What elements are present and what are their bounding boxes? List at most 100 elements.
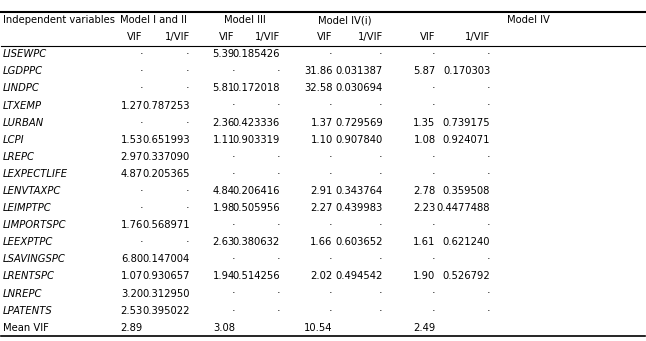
Text: ·: · — [140, 66, 143, 76]
Text: 0.172018: 0.172018 — [233, 84, 280, 93]
Text: ·: · — [486, 49, 490, 59]
Text: 0.907840: 0.907840 — [335, 135, 383, 145]
Text: 0.312950: 0.312950 — [142, 288, 190, 298]
Text: 0.439983: 0.439983 — [335, 203, 383, 213]
Text: ·: · — [276, 66, 280, 76]
Text: ·: · — [140, 186, 143, 196]
Text: 1.07: 1.07 — [121, 271, 143, 281]
Text: LURBAN: LURBAN — [3, 118, 44, 128]
Text: 0.903319: 0.903319 — [233, 135, 280, 145]
Text: ·: · — [432, 254, 435, 264]
Text: ·: · — [486, 306, 490, 315]
Text: ·: · — [140, 49, 143, 59]
Text: LREPC: LREPC — [3, 152, 35, 162]
Text: 1.94: 1.94 — [213, 271, 235, 281]
Text: 0.514256: 0.514256 — [233, 271, 280, 281]
Text: LPATENTS: LPATENTS — [3, 306, 52, 315]
Text: ·: · — [329, 49, 333, 59]
Text: ·: · — [486, 152, 490, 162]
Text: 0.568971: 0.568971 — [142, 220, 190, 230]
Text: 1/VIF: 1/VIF — [358, 32, 383, 42]
Text: 0.170303: 0.170303 — [443, 66, 490, 76]
Text: 0.739175: 0.739175 — [443, 118, 490, 128]
Text: Model I and II: Model I and II — [120, 15, 187, 25]
Text: 0.359508: 0.359508 — [443, 186, 490, 196]
Text: ·: · — [140, 84, 143, 93]
Text: LTXEMP: LTXEMP — [3, 101, 42, 110]
Text: Independent variables: Independent variables — [3, 15, 115, 25]
Text: 0.185426: 0.185426 — [233, 49, 280, 59]
Text: ·: · — [186, 49, 190, 59]
Text: 1.61: 1.61 — [413, 237, 435, 247]
Text: LRENTSPC: LRENTSPC — [3, 271, 55, 281]
Text: ·: · — [231, 169, 235, 179]
Text: 5.81: 5.81 — [213, 84, 235, 93]
Text: 0.603652: 0.603652 — [335, 237, 383, 247]
Text: ·: · — [432, 101, 435, 110]
Text: ·: · — [276, 220, 280, 230]
Text: ·: · — [329, 169, 333, 179]
Text: 1.76: 1.76 — [121, 220, 143, 230]
Text: 2.27: 2.27 — [310, 203, 333, 213]
Text: 0.621240: 0.621240 — [443, 237, 490, 247]
Text: 0.206416: 0.206416 — [233, 186, 280, 196]
Text: VIF: VIF — [220, 32, 235, 42]
Text: Mean VIF: Mean VIF — [3, 323, 48, 333]
Text: ·: · — [231, 152, 235, 162]
Text: VIF: VIF — [127, 32, 143, 42]
Text: 1.66: 1.66 — [310, 237, 333, 247]
Text: 0.494542: 0.494542 — [335, 271, 383, 281]
Text: 2.78: 2.78 — [413, 186, 435, 196]
Text: 2.97: 2.97 — [121, 152, 143, 162]
Text: LNREPC: LNREPC — [3, 288, 42, 298]
Text: 1/VIF: 1/VIF — [255, 32, 280, 42]
Text: 0.505956: 0.505956 — [233, 203, 280, 213]
Text: 2.36: 2.36 — [213, 118, 235, 128]
Text: ·: · — [486, 288, 490, 298]
Text: 1.90: 1.90 — [413, 271, 435, 281]
Text: 2.23: 2.23 — [413, 203, 435, 213]
Text: ·: · — [140, 237, 143, 247]
Text: 5.39: 5.39 — [213, 49, 235, 59]
Text: ·: · — [379, 152, 383, 162]
Text: 5.87: 5.87 — [413, 66, 435, 76]
Text: ·: · — [186, 84, 190, 93]
Text: 4.87: 4.87 — [121, 169, 143, 179]
Text: 1.98: 1.98 — [213, 203, 235, 213]
Text: 0.147004: 0.147004 — [143, 254, 190, 264]
Text: ·: · — [276, 152, 280, 162]
Text: ·: · — [432, 152, 435, 162]
Text: ·: · — [379, 220, 383, 230]
Text: ·: · — [486, 169, 490, 179]
Text: ·: · — [379, 49, 383, 59]
Text: 31.86: 31.86 — [304, 66, 333, 76]
Text: 0.337090: 0.337090 — [143, 152, 190, 162]
Text: 4.84: 4.84 — [213, 186, 235, 196]
Text: ·: · — [432, 220, 435, 230]
Text: LIMPORTSPC: LIMPORTSPC — [3, 220, 67, 230]
Text: 0.787253: 0.787253 — [142, 101, 190, 110]
Text: 10.54: 10.54 — [304, 323, 333, 333]
Text: ·: · — [186, 118, 190, 128]
Text: ·: · — [486, 254, 490, 264]
Text: ·: · — [432, 84, 435, 93]
Text: ·: · — [276, 306, 280, 315]
Text: 1.10: 1.10 — [310, 135, 333, 145]
Text: 0.031387: 0.031387 — [335, 66, 383, 76]
Text: 1.08: 1.08 — [413, 135, 435, 145]
Text: ·: · — [486, 84, 490, 93]
Text: ·: · — [329, 220, 333, 230]
Text: 2.53: 2.53 — [121, 306, 143, 315]
Text: 1.11: 1.11 — [213, 135, 235, 145]
Text: Model IV: Model IV — [507, 15, 550, 25]
Text: 3.20: 3.20 — [121, 288, 143, 298]
Text: 2.63: 2.63 — [213, 237, 235, 247]
Text: ·: · — [329, 101, 333, 110]
Text: 0.930657: 0.930657 — [142, 271, 190, 281]
Text: 1.37: 1.37 — [310, 118, 333, 128]
Text: LINDPC: LINDPC — [3, 84, 39, 93]
Text: LEXPECTLIFE: LEXPECTLIFE — [3, 169, 68, 179]
Text: 3.08: 3.08 — [213, 323, 235, 333]
Text: ·: · — [231, 66, 235, 76]
Text: ·: · — [186, 237, 190, 247]
